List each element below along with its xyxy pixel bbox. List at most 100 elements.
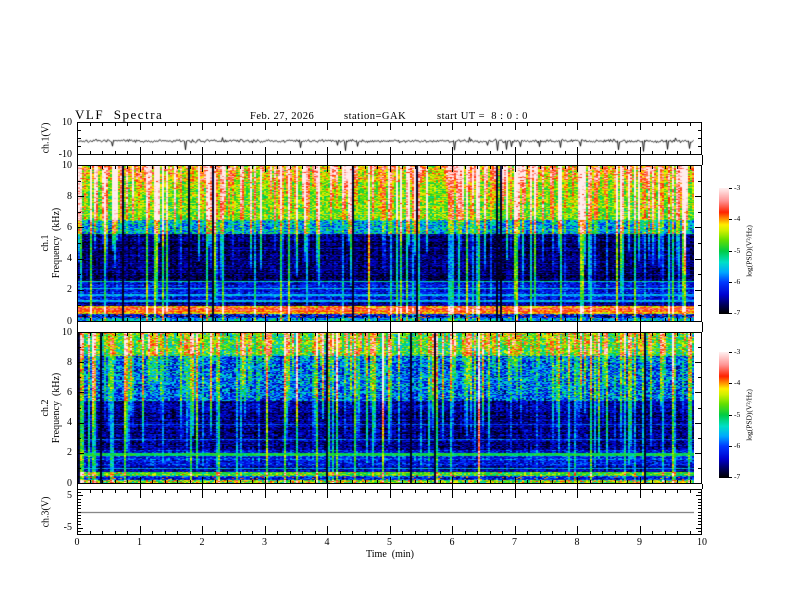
axis-tick	[265, 477, 266, 483]
axis-tick	[490, 318, 491, 321]
axis-tick	[252, 166, 253, 169]
axis-tick	[465, 123, 466, 126]
axis-tick	[698, 524, 701, 525]
axis-tick	[452, 315, 453, 321]
axis-tick	[577, 315, 578, 321]
axis-tick	[640, 315, 641, 321]
y-tick-label: 4	[67, 253, 72, 265]
axis-tick	[302, 480, 303, 483]
axis-tick	[152, 166, 153, 169]
axis-tick	[327, 155, 328, 165]
axis-tick	[302, 333, 303, 336]
axis-tick	[215, 531, 216, 534]
axis-tick	[590, 480, 591, 483]
axis-tick	[290, 151, 291, 154]
axis-tick	[327, 490, 328, 498]
axis-tick	[327, 147, 328, 154]
axis-tick	[552, 333, 553, 336]
axis-tick	[290, 123, 291, 126]
axis-tick	[78, 274, 81, 275]
axis-tick	[78, 212, 81, 213]
axis-tick	[377, 318, 378, 321]
axis-tick	[677, 531, 678, 534]
ch2-frequency-axis-label: ch.2 Frequency (kHz)	[40, 373, 62, 444]
axis-tick	[698, 502, 701, 503]
axis-tick	[440, 531, 441, 534]
axis-tick	[640, 333, 641, 339]
axis-tick	[490, 166, 491, 169]
axis-tick	[190, 318, 191, 321]
y-tick-label: 10	[62, 326, 72, 338]
y-tick-label: 5	[67, 489, 72, 501]
axis-tick	[140, 147, 141, 154]
x-tick-label: 3	[262, 537, 267, 548]
axis-tick	[502, 151, 503, 154]
axis-tick	[152, 151, 153, 154]
y-tick-label: 10	[62, 159, 72, 171]
axis-tick	[290, 480, 291, 483]
axis-tick	[365, 480, 366, 483]
axis-tick	[602, 151, 603, 154]
axis-tick	[227, 490, 228, 493]
axis-tick	[78, 505, 81, 506]
axis-tick	[402, 531, 403, 534]
axis-tick	[78, 515, 81, 516]
axis-tick	[390, 155, 391, 165]
axis-tick	[640, 155, 641, 165]
axis-tick	[78, 423, 84, 424]
axis-tick	[640, 490, 641, 498]
axis-tick	[340, 123, 341, 126]
axis-tick	[290, 333, 291, 336]
axis-tick	[78, 408, 81, 409]
colorbar-tick-label: -5	[734, 410, 741, 419]
axis-tick	[690, 123, 691, 126]
axis-tick	[729, 446, 732, 447]
axis-tick	[615, 333, 616, 336]
axis-tick	[702, 322, 703, 332]
axis-tick	[527, 531, 528, 534]
axis-tick	[698, 243, 701, 244]
axis-tick	[340, 531, 341, 534]
axis-tick	[690, 333, 691, 336]
axis-tick	[565, 123, 566, 126]
axis-tick	[502, 490, 503, 493]
axis-tick	[240, 480, 241, 483]
axis-tick	[340, 318, 341, 321]
axis-tick	[415, 531, 416, 534]
axis-tick	[327, 123, 328, 130]
axis-tick	[302, 123, 303, 126]
axis-tick	[265, 484, 266, 489]
axis-tick	[698, 518, 701, 519]
axis-tick	[102, 151, 103, 154]
axis-tick	[190, 151, 191, 154]
axis-tick	[627, 318, 628, 321]
axis-tick	[78, 512, 81, 513]
axis-tick	[152, 531, 153, 534]
axis-tick	[577, 333, 578, 339]
axis-tick	[590, 166, 591, 169]
axis-tick	[227, 318, 228, 321]
axis-tick	[590, 490, 591, 493]
axis-tick	[227, 531, 228, 534]
axis-tick	[202, 333, 203, 339]
ch3-waveform-panel	[77, 489, 702, 535]
axis-tick	[677, 480, 678, 483]
axis-tick	[602, 531, 603, 534]
axis-tick	[390, 166, 391, 172]
axis-tick	[602, 480, 603, 483]
axis-tick	[702, 484, 703, 489]
axis-tick	[352, 318, 353, 321]
axis-tick	[77, 484, 78, 489]
axis-tick	[477, 480, 478, 483]
axis-tick	[377, 480, 378, 483]
axis-tick	[390, 147, 391, 154]
axis-tick	[240, 318, 241, 321]
axis-tick	[640, 166, 641, 172]
axis-tick	[490, 490, 491, 493]
axis-tick	[327, 322, 328, 332]
axis-tick	[177, 333, 178, 336]
axis-tick	[577, 123, 578, 130]
y-tick-label: -10	[58, 148, 72, 160]
axis-tick	[90, 318, 91, 321]
axis-tick	[202, 123, 203, 130]
